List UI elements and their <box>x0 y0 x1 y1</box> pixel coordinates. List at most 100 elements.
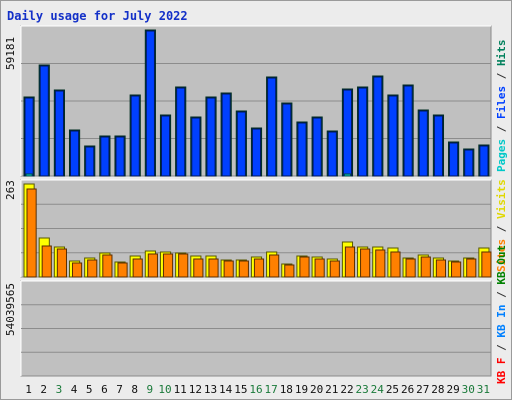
x-tick-label: 25 <box>386 383 399 396</box>
sites-bar <box>208 258 219 278</box>
files-bar <box>418 110 428 177</box>
files-bar <box>267 77 277 177</box>
sites-bar <box>147 253 158 278</box>
sites-bar <box>405 258 416 278</box>
sites-bar <box>132 258 143 278</box>
files-bar <box>176 87 186 177</box>
legend-entry: / <box>495 284 508 305</box>
x-tick-label: 11 <box>174 383 187 396</box>
sites-bar <box>451 261 462 278</box>
sites-bar <box>390 251 401 278</box>
sites-bar <box>162 253 174 278</box>
files-bar <box>433 115 444 177</box>
sites-bar <box>238 260 249 278</box>
x-tick-label: 10 <box>158 383 171 396</box>
x-tick-label: 5 <box>86 383 93 396</box>
sites-bar <box>117 262 128 278</box>
x-tick-label: 17 <box>265 383 278 396</box>
files-bar <box>403 85 413 177</box>
files-bar <box>100 136 110 177</box>
files-bar <box>282 103 292 177</box>
files-bar <box>160 115 171 177</box>
sites-bar <box>314 258 325 278</box>
files-bar <box>115 136 125 177</box>
files-bar <box>54 90 64 177</box>
x-tick-label: 9 <box>147 383 154 396</box>
x-tick-label: 13 <box>204 383 217 396</box>
files-bar <box>388 95 398 177</box>
files-bar <box>479 145 489 177</box>
visits-max-label: 263 <box>4 180 17 200</box>
files-bar <box>358 87 368 177</box>
files-bar <box>373 76 383 177</box>
legend-entry: Hits <box>495 39 508 67</box>
x-tick-label: 15 <box>234 383 247 396</box>
sites-bar <box>178 253 189 278</box>
x-tick-label: 8 <box>131 383 138 396</box>
files-bar <box>464 149 474 177</box>
x-tick-label: 28 <box>431 383 444 396</box>
sites-bar <box>375 249 386 278</box>
x-tick-label: 19 <box>295 383 308 396</box>
sites-bar <box>193 258 204 278</box>
files-bar <box>236 111 246 177</box>
pages-bar <box>343 173 352 177</box>
x-tick-label: 26 <box>401 383 414 396</box>
x-tick-label: 29 <box>446 383 459 396</box>
sites-bar <box>26 188 37 278</box>
sites-bar <box>253 258 265 278</box>
files-bar <box>69 130 80 177</box>
pages-bar <box>25 173 33 177</box>
sites-bar <box>420 256 431 278</box>
sites-bar <box>269 254 280 278</box>
sites-bar <box>223 260 234 278</box>
sites-bar <box>481 251 492 278</box>
x-tick-label: 21 <box>325 383 338 396</box>
x-tick-label: 16 <box>249 383 262 396</box>
x-tick-label: 12 <box>189 383 202 396</box>
x-tick-label: 7 <box>116 383 123 396</box>
legend-entry: Visits <box>495 179 508 219</box>
legend-entry: KB F <box>495 357 508 385</box>
legend-entry: / <box>495 66 508 86</box>
sites-bar <box>102 254 113 278</box>
x-tick-label: 22 <box>340 383 353 396</box>
files-bar <box>221 93 231 177</box>
sites-bar <box>71 262 83 278</box>
x-tick-label: 18 <box>280 383 293 396</box>
kb-max-label: 54039565 <box>4 283 17 336</box>
files-bar <box>130 95 140 177</box>
x-tick-label: 23 <box>356 383 369 396</box>
files-bar <box>191 117 201 177</box>
files-bar <box>327 131 337 177</box>
legend-entry: / <box>495 219 508 239</box>
x-tick-label: 27 <box>416 383 429 396</box>
legend-entry: Files <box>495 85 508 119</box>
files-bar <box>251 128 262 177</box>
files-bar <box>39 65 49 177</box>
files-bar <box>297 122 307 177</box>
sites-bar <box>299 256 310 278</box>
x-tick-label: 30 <box>462 383 475 396</box>
sites-bar <box>41 245 52 278</box>
sites-bar <box>329 260 340 278</box>
x-tick-label: 2 <box>40 383 47 396</box>
legend-entry: / <box>495 119 508 139</box>
files-bar <box>206 97 216 177</box>
legend-entry: KB Out <box>495 244 508 285</box>
x-tick-label: 1 <box>25 383 32 396</box>
legend-hits-files-pages: Pages / Files / Hits <box>495 40 508 173</box>
sites-bar <box>284 264 295 278</box>
legend-entry: / <box>495 337 508 358</box>
files-bar <box>342 89 353 177</box>
legend-entry: Pages <box>495 138 508 172</box>
sites-bar <box>87 259 98 278</box>
files-bar <box>312 117 322 177</box>
hits-max-label: 59181 <box>4 36 17 70</box>
x-tick-label: 4 <box>71 383 78 396</box>
sites-bar <box>466 258 477 278</box>
x-tick-label: 14 <box>219 383 233 396</box>
x-tick-label: 6 <box>101 383 108 396</box>
legend-entry: KB In <box>495 304 508 338</box>
